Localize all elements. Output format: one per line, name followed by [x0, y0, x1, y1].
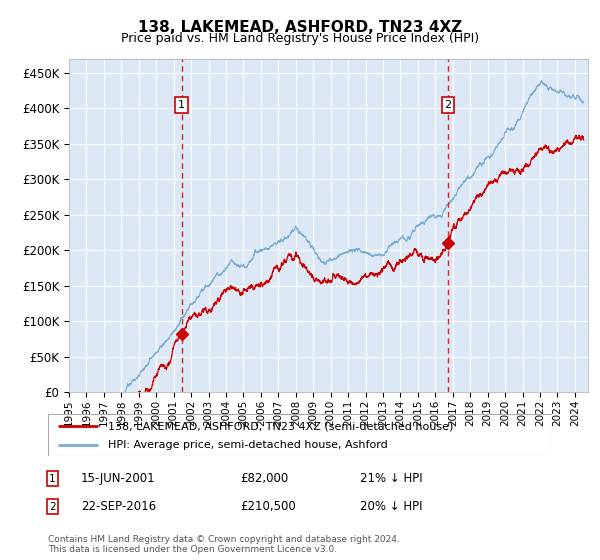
Text: 2: 2	[49, 502, 56, 512]
Text: 1: 1	[49, 474, 56, 484]
Text: Price paid vs. HM Land Registry's House Price Index (HPI): Price paid vs. HM Land Registry's House …	[121, 32, 479, 45]
Text: 1: 1	[178, 100, 185, 110]
Text: 15-JUN-2001: 15-JUN-2001	[81, 472, 155, 486]
Text: 2: 2	[445, 100, 451, 110]
Text: 22-SEP-2016: 22-SEP-2016	[81, 500, 156, 514]
Text: 138, LAKEMEAD, ASHFORD, TN23 4XZ: 138, LAKEMEAD, ASHFORD, TN23 4XZ	[138, 20, 462, 35]
Text: £210,500: £210,500	[240, 500, 296, 514]
Text: Contains HM Land Registry data © Crown copyright and database right 2024.
This d: Contains HM Land Registry data © Crown c…	[48, 535, 400, 554]
Text: HPI: Average price, semi-detached house, Ashford: HPI: Average price, semi-detached house,…	[109, 440, 388, 450]
Text: £82,000: £82,000	[240, 472, 288, 486]
Text: 138, LAKEMEAD, ASHFORD, TN23 4XZ (semi-detached house): 138, LAKEMEAD, ASHFORD, TN23 4XZ (semi-d…	[109, 421, 454, 431]
Text: 21% ↓ HPI: 21% ↓ HPI	[360, 472, 422, 486]
Text: 20% ↓ HPI: 20% ↓ HPI	[360, 500, 422, 514]
